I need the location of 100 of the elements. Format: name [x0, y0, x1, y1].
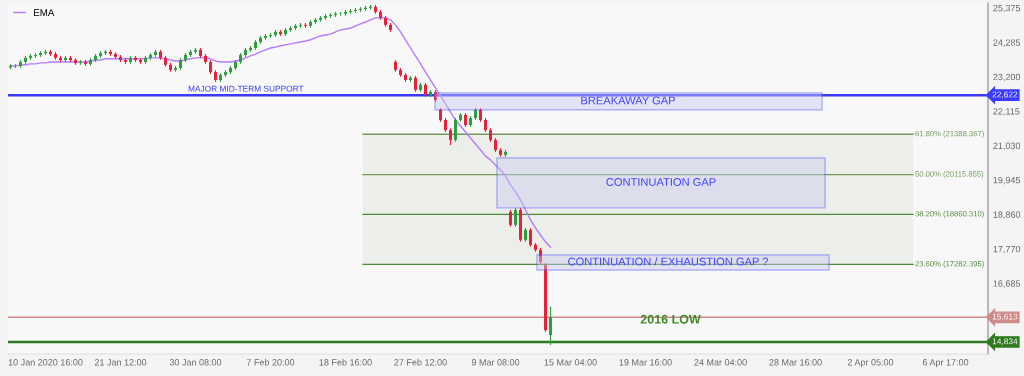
- candlestick: [79, 59, 82, 66]
- candlestick: [34, 52, 37, 59]
- candlestick: [309, 19, 312, 29]
- candlestick: [254, 39, 257, 51]
- annotation: CONTINUATION GAP: [606, 178, 716, 186]
- candlestick: [259, 35, 262, 45]
- x-tick-label: 10 Jan 2020 16:00: [8, 359, 83, 366]
- ref-line-label: 14,834: [992, 338, 1018, 346]
- y-tick-label: 23,200: [993, 73, 1021, 82]
- candlestick: [359, 6, 362, 13]
- candlestick: [164, 55, 167, 68]
- candlestick: [184, 52, 187, 63]
- candlestick: [224, 69, 227, 78]
- candlestick: [434, 89, 437, 103]
- candlestick: [119, 54, 122, 63]
- candlestick: [449, 127, 452, 146]
- candlestick: [114, 51, 117, 60]
- candlestick: [319, 15, 322, 23]
- x-tick-label: 2 Apr 05:00: [847, 359, 894, 368]
- candlestick: [154, 49, 157, 58]
- candlestick: [274, 29, 277, 38]
- candlestick: [484, 117, 487, 133]
- legend-label: EMA: [34, 9, 55, 16]
- candlestick: [29, 53, 32, 61]
- annotation: BREAKAWAY GAP: [581, 96, 675, 105]
- candlestick: [139, 57, 142, 65]
- candlestick: [494, 137, 497, 153]
- candlestick: [439, 107, 442, 123]
- candlestick: [419, 82, 422, 93]
- candlestick: [469, 115, 472, 128]
- candlestick: [399, 67, 402, 78]
- candlestick: [304, 22, 307, 29]
- candlestick: [199, 47, 202, 59]
- candlestick: [524, 227, 527, 243]
- candlestick: [414, 75, 417, 93]
- x-tick-label: 30 Jan 08:00: [169, 359, 222, 366]
- candlestick: [84, 59, 87, 67]
- candlestick: [149, 52, 152, 61]
- candlestick: [94, 53, 97, 63]
- y-tick-label: 21,030: [993, 142, 1021, 151]
- candlestick: [74, 57, 77, 66]
- candlestick: [129, 55, 132, 65]
- candlestick: [214, 69, 217, 83]
- candlestick: [249, 45, 252, 53]
- candlestick: [374, 4, 377, 15]
- y-tick-label: 25,375: [993, 4, 1021, 13]
- candlestick: [534, 242, 537, 253]
- candlestick: [389, 22, 392, 33]
- candlestick: [194, 47, 197, 55]
- candlestick: [284, 27, 287, 37]
- ref-line-label: 15,613: [992, 313, 1018, 321]
- candlestick: [369, 4, 372, 11]
- ref-line-label: 22,622: [992, 91, 1018, 99]
- candlestick: [264, 33, 267, 41]
- candlestick: [244, 47, 247, 58]
- annotation: 2016 LOW: [640, 314, 701, 324]
- candlestick: [539, 247, 542, 265]
- candlestick: [39, 50, 42, 58]
- line-series: [9, 17, 552, 248]
- candlestick: [174, 65, 177, 73]
- candlestick: [529, 227, 532, 248]
- candlestick: [429, 89, 432, 98]
- candlestick: [519, 207, 522, 243]
- candlestick: [204, 53, 207, 65]
- candlestick: [509, 209, 512, 228]
- candlestick: [479, 107, 482, 123]
- candlestick: [454, 117, 457, 143]
- y-tick-label: 24,285: [993, 39, 1021, 47]
- candlestick: [159, 49, 162, 61]
- x-tick-label: 9 Mar 08:00: [471, 359, 520, 366]
- annotation: MAJOR MID-TERM SUPPORT: [188, 85, 304, 92]
- candlestick: [179, 57, 182, 71]
- annotation: CONTINUATION / EXHAUSTION GAP ?: [568, 257, 769, 266]
- candlestick: [169, 62, 172, 73]
- y-tick-label: 19,945: [993, 176, 1021, 185]
- candlestick: [289, 25, 292, 33]
- candlestick: [474, 107, 477, 121]
- candlestick: [229, 65, 232, 75]
- candlestick: [234, 59, 237, 71]
- y-tick-label: 18,860: [993, 211, 1021, 219]
- x-tick-label: 27 Feb 12:00: [394, 358, 447, 366]
- candlestick: [269, 32, 272, 39]
- y-tick-label: 17,770: [993, 245, 1021, 254]
- candlestick: [329, 12, 332, 19]
- candlestick: [379, 9, 382, 21]
- candlestick: [124, 57, 127, 65]
- candlestick: [464, 112, 467, 128]
- candlestick: [344, 9, 347, 17]
- candlestick: [444, 117, 447, 133]
- candlestick: [504, 149, 507, 158]
- x-tick-label: 15 Mar 04:00: [544, 359, 597, 366]
- candlestick: [544, 262, 547, 333]
- x-tick-label: 18 Feb 16:00: [319, 358, 372, 366]
- candlestick: [549, 306, 552, 346]
- candlestick: [349, 8, 352, 15]
- candlestick: [54, 51, 57, 61]
- candlestick: [144, 55, 147, 65]
- candlestick: [99, 50, 102, 59]
- x-tick-label: 19 Mar 16:00: [619, 359, 672, 366]
- x-tick-label: 24 Mar 04:00: [694, 359, 747, 366]
